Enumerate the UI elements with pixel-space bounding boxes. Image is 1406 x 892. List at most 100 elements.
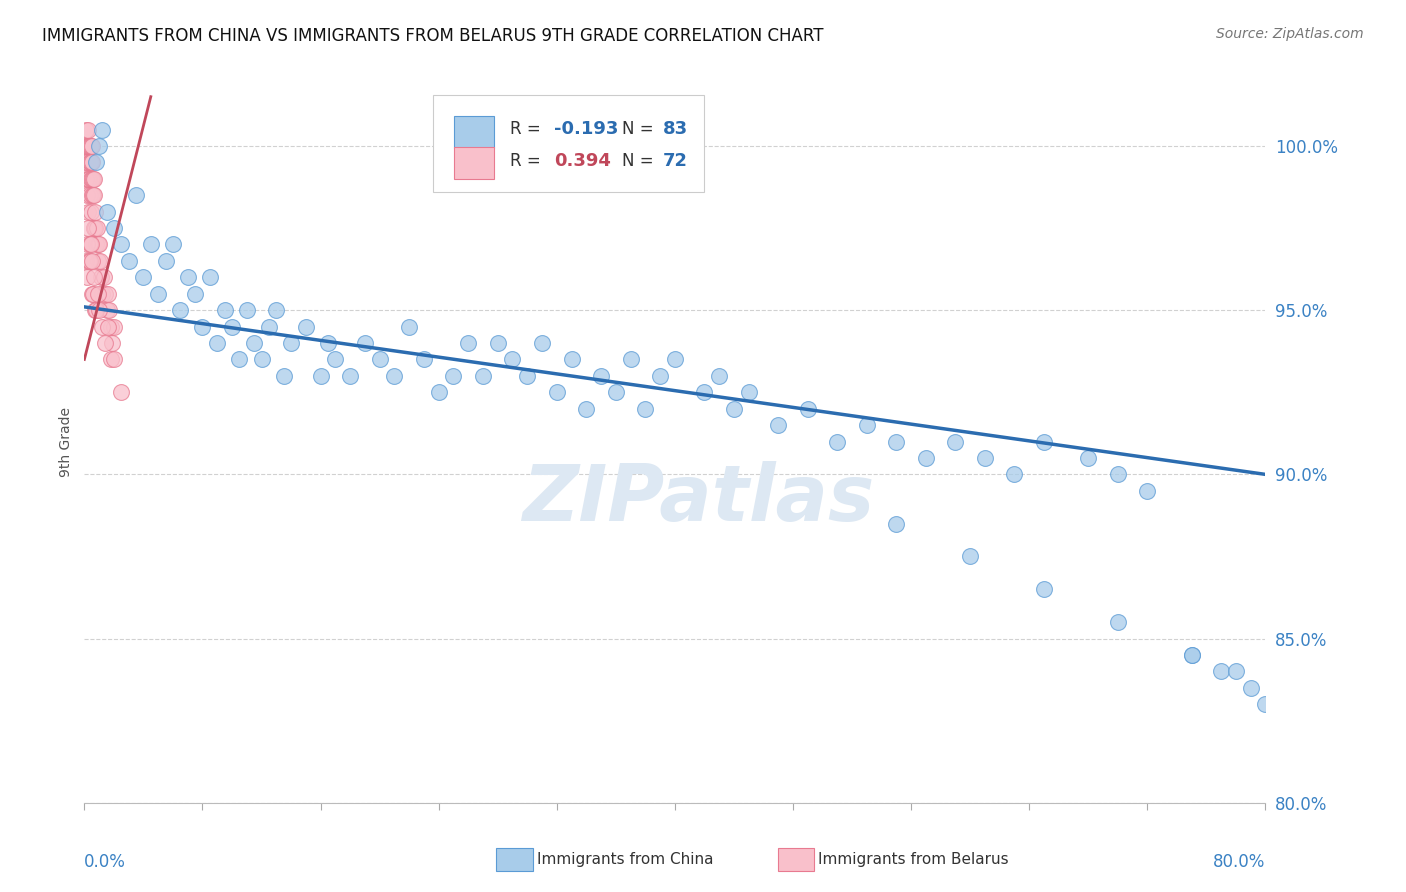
Point <box>1181 648 1204 662</box>
Point <box>77 254 100 268</box>
Point <box>591 368 613 383</box>
Point <box>634 401 657 416</box>
Point <box>723 401 745 416</box>
Point <box>1107 615 1129 630</box>
Point <box>266 303 288 318</box>
Point <box>80 286 103 301</box>
Point <box>97 286 120 301</box>
Point <box>79 188 101 202</box>
Point <box>693 385 716 400</box>
Text: ZIPatlas: ZIPatlas <box>523 461 875 537</box>
Text: IMMIGRANTS FROM CHINA VS IMMIGRANTS FROM BELARUS 9TH GRADE CORRELATION CHART: IMMIGRANTS FROM CHINA VS IMMIGRANTS FROM… <box>42 27 824 45</box>
Point <box>472 368 495 383</box>
Point <box>91 319 114 334</box>
Text: -0.193: -0.193 <box>554 120 619 138</box>
FancyBboxPatch shape <box>433 95 704 193</box>
Point <box>83 303 105 318</box>
Point <box>207 336 229 351</box>
Point <box>75 171 97 186</box>
Text: Source: ZipAtlas.com: Source: ZipAtlas.com <box>1216 27 1364 41</box>
Point <box>83 221 105 235</box>
Point <box>82 254 104 268</box>
Point <box>768 418 790 433</box>
Point <box>87 303 111 318</box>
Point <box>83 221 105 235</box>
Point <box>664 352 686 367</box>
Point <box>1181 648 1204 662</box>
Point <box>531 336 554 351</box>
Point <box>82 171 104 186</box>
Point <box>886 516 908 531</box>
Point <box>398 319 420 334</box>
Text: 0.0%: 0.0% <box>84 854 127 871</box>
Point <box>309 368 332 383</box>
Point <box>77 221 100 235</box>
Text: 83: 83 <box>664 120 688 138</box>
Point <box>273 368 295 383</box>
Point <box>139 237 162 252</box>
Point <box>250 352 273 367</box>
Point <box>90 270 112 285</box>
Text: R =: R = <box>509 153 546 170</box>
Text: 0.394: 0.394 <box>554 153 612 170</box>
Point <box>198 270 221 285</box>
Point <box>384 368 406 383</box>
Point <box>974 450 997 465</box>
Text: N =: N = <box>621 120 658 138</box>
Text: Immigrants from China: Immigrants from China <box>537 853 714 867</box>
Point <box>155 254 177 268</box>
Point <box>84 221 107 235</box>
Point <box>83 188 105 202</box>
Point <box>605 385 627 400</box>
Point <box>339 368 361 383</box>
Point <box>93 270 115 285</box>
Point <box>1077 450 1099 465</box>
Point <box>827 434 849 449</box>
Point <box>86 221 108 235</box>
Point <box>91 286 114 301</box>
Point <box>84 303 107 318</box>
Point <box>214 303 236 318</box>
Text: N =: N = <box>621 153 658 170</box>
Point <box>368 352 391 367</box>
Point <box>100 352 122 367</box>
Text: Immigrants from Belarus: Immigrants from Belarus <box>818 853 1010 867</box>
Point <box>75 139 97 153</box>
Point <box>80 139 103 153</box>
Point <box>184 286 207 301</box>
Point <box>325 352 347 367</box>
Point <box>80 155 103 169</box>
Point <box>79 155 101 169</box>
Point <box>354 336 377 351</box>
Point <box>1211 665 1233 679</box>
Point <box>443 368 465 383</box>
Point <box>132 270 155 285</box>
Point <box>80 188 103 202</box>
Point <box>82 286 104 301</box>
Point <box>83 270 105 285</box>
Point <box>915 450 938 465</box>
Point <box>110 385 132 400</box>
Point <box>82 188 104 202</box>
Point <box>76 155 98 169</box>
Point <box>221 319 243 334</box>
Point <box>516 368 538 383</box>
Point <box>103 352 125 367</box>
Point <box>1033 434 1056 449</box>
Point <box>856 418 879 433</box>
Point <box>77 139 100 153</box>
Point <box>620 352 643 367</box>
Point <box>80 171 103 186</box>
Point <box>486 336 509 351</box>
Point <box>76 237 98 252</box>
Point <box>457 336 479 351</box>
Point <box>118 254 141 268</box>
Point <box>79 204 101 219</box>
Point <box>280 336 302 351</box>
Point <box>87 139 111 153</box>
Point <box>738 385 761 400</box>
Point <box>77 171 100 186</box>
Point <box>79 155 101 169</box>
Point <box>427 385 450 400</box>
Point <box>103 319 125 334</box>
